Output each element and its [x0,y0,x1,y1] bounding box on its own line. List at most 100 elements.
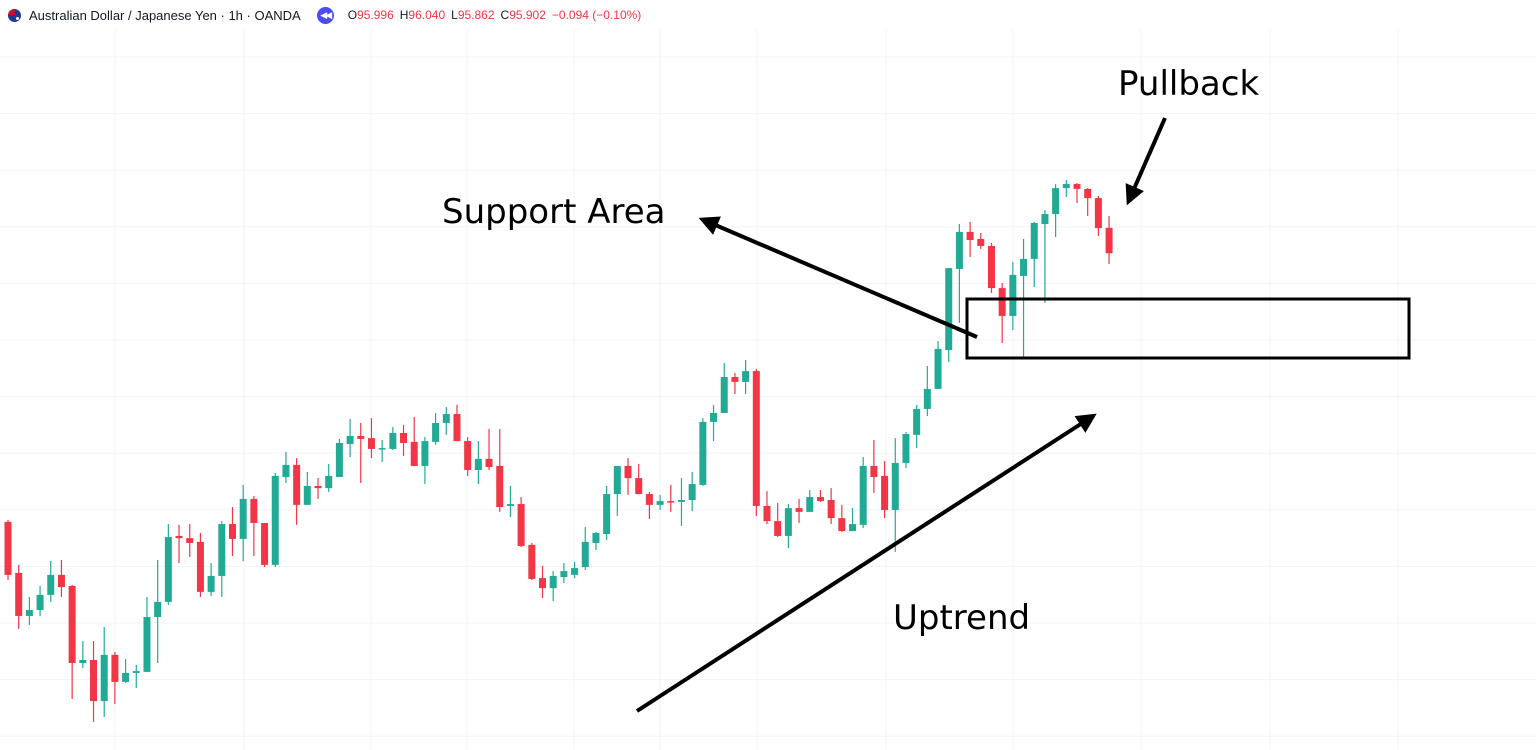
candle-body [742,371,750,382]
candle-up [1062,180,1070,198]
candle-down [68,584,76,699]
candle-body [613,465,621,495]
candle-body [571,568,579,575]
candle-body [827,500,835,519]
candle-up [955,224,963,323]
candle-down [261,522,269,568]
candle-up [891,438,899,552]
candle-body [1073,184,1081,189]
candle-body [325,475,333,489]
candle-body [346,435,354,445]
candle-up [859,457,867,529]
candle-up [378,440,386,462]
candle-body [1030,222,1038,259]
candle-body [36,594,44,610]
support-area-box [965,297,1411,360]
pullback-label: Pullback [1118,64,1259,104]
candle-down [987,242,995,293]
candle-up [549,571,557,602]
low-label: L [451,8,458,22]
candle-up [432,412,440,445]
open-value: 95.996 [357,8,394,22]
candle-up [934,341,942,389]
candle-body [1062,184,1070,189]
candle-up [47,561,55,602]
candle-down [517,497,525,548]
candle-body [186,538,194,543]
chart-legend: Australian Dollar / Japanese Yen · 1h · … [8,6,641,24]
symbol-title[interactable]: Australian Dollar / Japanese Yen · 1h · … [29,7,301,23]
candle-down [870,440,878,493]
candle-body [549,575,557,589]
candle-up [164,524,172,605]
candle-body [15,572,23,616]
candle-down [496,428,504,512]
candle-up [506,485,514,518]
candle-body [1009,274,1017,316]
candle-body [720,377,728,413]
candle-up [25,597,33,625]
rewind-icon[interactable]: ◀◀ [316,6,334,24]
candle-down [624,458,632,495]
candle-body [79,660,87,663]
candle-down [667,484,675,512]
candle-body [464,441,472,470]
candle-body [335,442,343,478]
candle-body [474,458,482,470]
candle-body [47,574,55,595]
candle-body [987,245,995,289]
candle-up [806,490,814,512]
candle-body [923,388,931,409]
candle-body [485,458,493,468]
candle-body [68,585,76,663]
candle-up [1009,261,1017,330]
candle-body [175,535,183,539]
candle-body [506,504,514,506]
candle-body [164,537,172,602]
candle-body [421,441,429,466]
candle-up [560,562,568,583]
candle-up [421,437,429,485]
candle-down [453,404,461,442]
candle-body [389,432,397,449]
candle-down [998,282,1006,343]
candle-body [261,522,269,565]
grid [0,30,1536,750]
candle-down [410,417,418,466]
candle-body [891,462,899,510]
candle-body [902,434,910,463]
candle-body [432,422,440,442]
candle-body [656,501,664,505]
candle-body [314,485,322,489]
candle-down [4,520,12,580]
candle-body [1084,188,1092,199]
candle-up [79,641,87,669]
candle-body [528,544,536,579]
candle-body [100,654,108,702]
candle-body [667,501,675,503]
candle-body [977,238,985,246]
candle-up [699,418,707,486]
candle-body [357,435,365,439]
candle-up [913,404,921,449]
candle-up [902,431,910,469]
high-value: 96.040 [408,8,446,22]
candle-body [1105,227,1113,254]
candle-down [838,504,846,532]
candle-up [122,658,130,683]
candle-body [453,414,461,442]
candle-down [111,651,119,705]
candle-body [710,412,718,422]
candle-body [90,660,98,702]
candle-body [228,524,236,539]
candle-down [314,478,322,499]
candle-down [1094,195,1102,236]
candle-body [539,578,546,589]
candle-body [881,475,889,510]
candle-body [752,371,760,506]
candle-up [849,508,857,532]
candle-down [90,641,98,722]
candle-down [367,418,375,459]
candle-body [731,377,739,382]
